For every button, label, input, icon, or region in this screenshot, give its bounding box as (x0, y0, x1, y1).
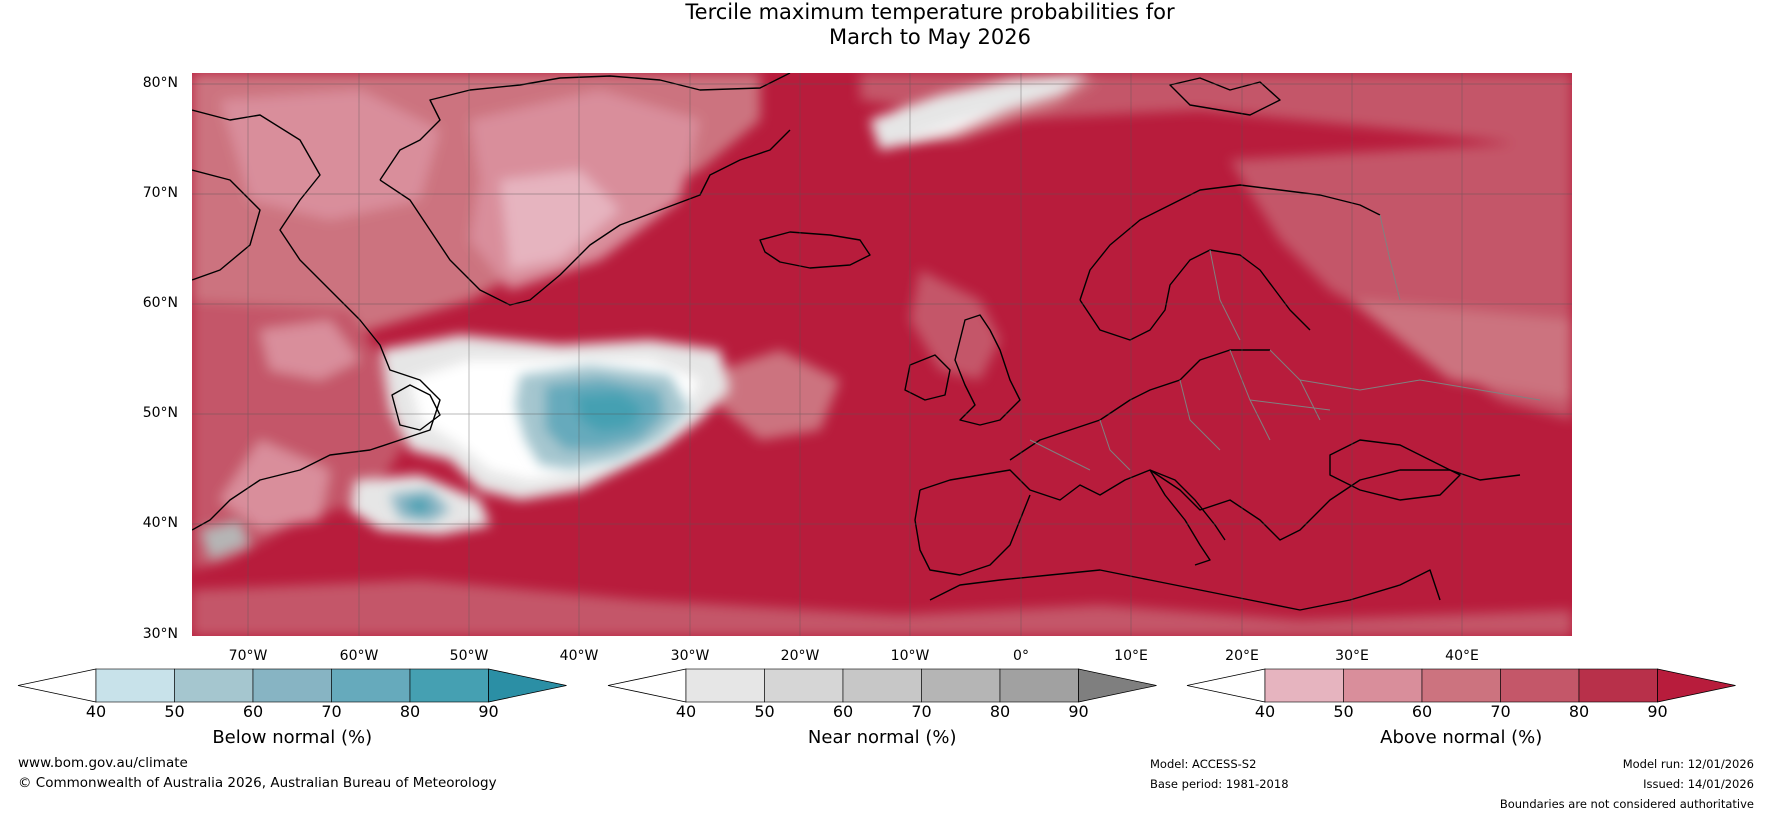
lon-label-20w: 20°W (780, 648, 820, 664)
near-colorbar-max-triangle (1078, 668, 1157, 703)
above-colorbar-tick: 70 (1490, 702, 1511, 721)
near-colorbar-segment (999, 668, 1079, 703)
near-colorbar-tick: 60 (832, 702, 854, 721)
below-colorbar-tick: 80 (399, 702, 421, 721)
above-colorbar-segment (1264, 668, 1344, 703)
above-colorbar-segment (1343, 668, 1423, 703)
near-colorbar-tick: 50 (754, 702, 775, 721)
above-colorbar-tick: 40 (1254, 702, 1276, 721)
near-colorbar-min-triangle (607, 668, 687, 703)
below-colorbar-tick: 70 (321, 702, 342, 721)
above-colorbar-segment (1578, 668, 1658, 703)
lat-label-70: 70°N (142, 185, 178, 201)
footer-issued: Issued: 14/01/2026 (1643, 777, 1754, 791)
footer-website: www.bom.gov.au/climate (18, 755, 188, 771)
newfoundland-coast (391, 384, 441, 431)
near-colorbar-tick: 80 (989, 702, 1011, 721)
above-colorbar-segment (1500, 668, 1580, 703)
below-colorbar-max-triangle (488, 668, 567, 703)
below-colorbar-segment (174, 668, 254, 703)
svalbard-coast (1169, 77, 1281, 116)
italy-coast (1149, 469, 1226, 566)
near-colorbar-tick: 70 (911, 702, 932, 721)
scandinavia-coast (1079, 184, 1381, 341)
ireland-coast (904, 354, 951, 401)
lat-label-80: 80°N (142, 75, 178, 91)
black-sea-coast (1329, 439, 1461, 501)
lon-label-40w: 40°W (559, 648, 599, 664)
near-colorbar-tick: 40 (675, 702, 697, 721)
below-colorbar-label: Below normal (%) (212, 727, 373, 748)
graticule (192, 73, 1572, 636)
below-colorbar-tick: 40 (85, 702, 107, 721)
footer-base-period: Base period: 1981-2018 (1150, 777, 1289, 791)
above-colorbar-min-triangle (1186, 668, 1266, 703)
greenland-coast (379, 73, 791, 306)
near-colorbar-segment (921, 668, 1001, 703)
lat-label-40: 40°N (142, 515, 178, 531)
footer-model: Model: ACCESS-S2 (1150, 757, 1257, 771)
lon-label-60w: 60°W (339, 648, 379, 664)
title-line-2: March to May 2026 (829, 25, 1031, 49)
lon-label-10w: 10°W (890, 648, 930, 664)
lon-label-30w: 30°W (670, 648, 710, 664)
lon-label-20e: 20°E (1225, 648, 1259, 664)
near-colorbar-segment (685, 668, 765, 703)
lon-label-50w: 50°W (449, 648, 489, 664)
below-colorbar-segment (95, 668, 175, 703)
iberia-coast (914, 489, 1031, 576)
lat-label-30: 30°N (142, 626, 178, 642)
below-colorbar-tick: 50 (164, 702, 185, 721)
above-colorbar-label: Above normal (%) (1380, 727, 1543, 748)
iceland-coast (759, 231, 871, 269)
lon-label-70w: 70°W (228, 648, 268, 664)
above-colorbar-tick: 50 (1333, 702, 1354, 721)
footer-model-run: Model run: 12/01/2026 (1622, 757, 1754, 771)
below-colorbar-min-triangle (17, 668, 97, 703)
below-colorbar-segment (331, 668, 411, 703)
below-colorbar-tick: 90 (478, 702, 499, 721)
country-borders (1029, 214, 1541, 471)
below-colorbar-segment (409, 668, 489, 703)
above-colorbar-tick: 90 (1647, 702, 1668, 721)
lat-label-50: 50°N (142, 405, 178, 421)
near-colorbar-tick: 90 (1068, 702, 1089, 721)
footer-disclaimer: Boundaries are not considered authoritat… (1499, 797, 1754, 811)
title-line-1: Tercile maximum temperature probabilitie… (685, 0, 1175, 24)
north-america-coast (192, 109, 441, 531)
near-colorbar-segment (764, 668, 844, 703)
lon-label-10e: 10°E (1114, 648, 1148, 664)
lon-label-0: 0° (1013, 648, 1029, 664)
chart-title: Tercile maximum temperature probabilitie… (0, 0, 1770, 50)
coastlines (192, 73, 1521, 611)
britain-coast (954, 314, 1021, 426)
above-colorbar-tick: 60 (1411, 702, 1433, 721)
near-colorbar-segment (842, 668, 922, 703)
colorbars (17, 668, 1736, 703)
below-colorbar-tick: 60 (242, 702, 264, 721)
above-colorbar-max-triangle (1657, 668, 1736, 703)
africa-coast (929, 569, 1441, 611)
lat-label-60: 60°N (142, 295, 178, 311)
footer-copyright: © Commonwealth of Australia 2026, Austra… (18, 775, 497, 791)
above-colorbar-tick: 80 (1568, 702, 1590, 721)
lon-label-30e: 30°E (1335, 648, 1369, 664)
near-colorbar-label: Near normal (%) (807, 727, 957, 748)
europe-coast (919, 349, 1521, 541)
below-colorbar-segment (252, 668, 332, 703)
above-colorbar-segment (1421, 668, 1501, 703)
lon-label-40e: 40°E (1445, 648, 1479, 664)
